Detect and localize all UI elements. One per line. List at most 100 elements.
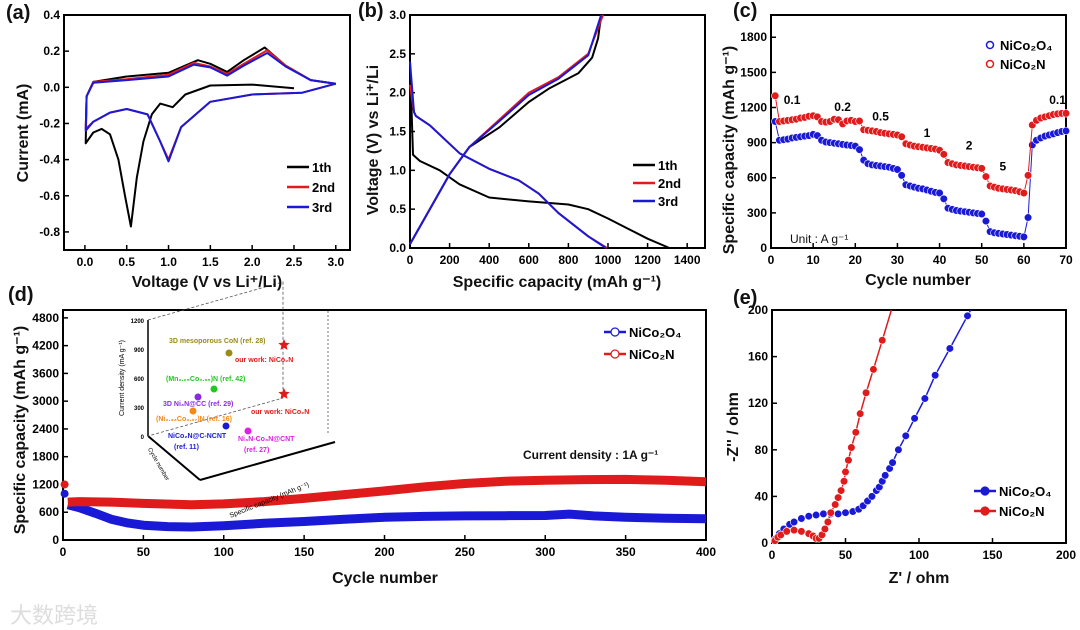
a-y-tick-label: 0.2 [43, 44, 60, 58]
c-x-tick-label: 70 [1059, 253, 1073, 267]
e-legend-NiCo₂O₄-marker [980, 486, 990, 496]
e-point-NiCo₂O₄ [945, 344, 954, 353]
e-point-NiCo₂N [831, 500, 840, 509]
e-point-NiCo₂O₄ [797, 514, 806, 523]
c-x-tick-label: 60 [1017, 253, 1031, 267]
e-line-NiCo₂O₄ [774, 309, 972, 540]
inset-z-tick-label: 900 [134, 348, 145, 354]
b-y-title: Voltage (V) vs Li⁺/Li [365, 64, 382, 216]
e-point-NiCo₂O₄ [888, 458, 897, 467]
c-point-NiCo₂N [1019, 188, 1028, 198]
b-axes: 0 200 400 600 800 1000 1200 1400 0.0 0.5 1.0 1.5 2.0… [389, 8, 706, 267]
a-legend-1th: 1th [287, 160, 332, 175]
e-x-tick-label: 150 [982, 548, 1002, 562]
watermark: 大数跨境 [10, 603, 99, 628]
c-legend-label-NiCo₂N: NiCo₂N [1000, 57, 1046, 72]
e-point-NiCo₂O₄ [931, 371, 940, 380]
c-y-title: Specific capacity (mAh g⁻¹) [721, 45, 738, 255]
inset-star-marker [278, 339, 290, 350]
e-point-NiCo₂N [856, 409, 865, 418]
d-x-tick-label: 300 [535, 545, 555, 559]
inset-z-tick-label: 600 [134, 377, 145, 383]
e-point-NiCo₂N [844, 456, 853, 465]
e-point-NiCo₂N [839, 477, 849, 486]
a-y-tick-label: -0.2 [39, 116, 60, 130]
c-x-tick-label: 30 [891, 253, 905, 267]
d-y-tick-label: 3600 [32, 366, 59, 380]
e-point-NiCo₂N [826, 508, 835, 517]
e-point-NiCo₂O₄ [834, 509, 843, 518]
e-x-tick-label: 200 [1056, 548, 1076, 562]
a-x-tick-label: 1.5 [202, 255, 219, 269]
inset-z-tick-label: 0 [141, 435, 145, 441]
panel-label-d: (d) [8, 284, 34, 306]
d-y-tick-label: 3000 [32, 394, 59, 408]
e-point-NiCo₂N [820, 524, 830, 534]
b-x-tick-label: 1000 [595, 253, 622, 267]
a-axes: 0.0 0.5 1.0 1.5 2.0 2.5 3.0 -0.8 -0.6 -0.4 -0.2 0.0… [39, 8, 351, 269]
d-y-tick-label: 2400 [32, 422, 59, 436]
c-point-NiCo₂N [771, 91, 780, 100]
c-rate-label: 0.2 [834, 100, 851, 114]
d-x-tick-label: 250 [455, 545, 475, 559]
b-y-tick-label: 2.0 [389, 86, 406, 100]
inset-back-frame [147, 281, 284, 437]
c-point-NiCo₂O₄ [893, 165, 902, 174]
e-y-tick-label: 200 [748, 303, 768, 317]
e-point-NiCo₂O₄ [819, 509, 828, 518]
e-point-NiCo₂O₄ [789, 517, 799, 527]
inset-point-label: 3D mesoporous CoN (ref. 28) [169, 338, 265, 345]
c-point-NiCo₂N [939, 150, 948, 159]
inset-point-label: NiCo₂N@C-NCNT (ref. 11) [168, 433, 228, 451]
d-y-tick-label: 4200 [32, 339, 59, 353]
c-legend-marker-NiCo₂N [985, 59, 995, 69]
b-x-tick-label: 1400 [674, 253, 701, 267]
b-legend-2nd-label: 2nd [658, 176, 681, 191]
a-series-1th [84, 46, 336, 228]
panel-label-a: (a) [6, 2, 31, 24]
inset-point-label: (Ni₀.₃₃Co₀.₆₇)N (ref. 16) [156, 416, 232, 423]
b-x-title: Specific capacity (mAh g⁻¹) [452, 274, 662, 291]
d-x-tick-label: 100 [214, 545, 234, 559]
inset-z-tick-label: 1200 [131, 319, 145, 325]
c-rate-label: 1 [924, 126, 931, 140]
c-x-title: Cycle number [865, 272, 971, 289]
a-x-tick-label: 1.0 [160, 255, 177, 269]
c-point-NiCo₂O₄ [981, 216, 991, 226]
c-point-NiCo₂O₄ [935, 188, 944, 198]
a-y-tick-label: 0.4 [43, 8, 60, 22]
inset-point-marker [222, 422, 230, 430]
b-charge-1th [409, 14, 603, 245]
a-series-3rd [84, 52, 337, 163]
e-point-NiCo₂O₄ [963, 311, 972, 320]
c-point-NiCo₂O₄ [855, 145, 864, 154]
inset-z-tick-label: 300 [134, 406, 145, 412]
b-y-tick-label: 1.5 [389, 125, 406, 139]
inset-point-label: (Mn₀.₀₅Co₀.₉₅)N (ref. 42) [166, 376, 245, 383]
e-point-NiCo₂N [836, 486, 846, 495]
e-point-NiCo₂N [847, 443, 856, 452]
a-y-title: Current (mA) [15, 83, 32, 183]
inset-point-label: 3D Ni₃N@CC (ref. 29) [163, 401, 233, 408]
d-axes: 0 50 100 150 200 250 300 350 400 0 600 1200 1800 2400… [32, 309, 716, 559]
a-legend-2nd: 2nd [287, 180, 335, 195]
a-legend-3rd: 3rd [287, 200, 332, 215]
panel-label-c: (c) [733, 0, 758, 22]
inset-point-label: Ni₃N-Co₃N@CNT (ref. 27) [238, 436, 296, 454]
a-y-tick-label: -0.4 [39, 153, 60, 167]
e-point-NiCo₂N [789, 526, 799, 535]
d-legend-NiCo₂O₄-label: NiCo₂O₄ [629, 325, 681, 340]
e-point-NiCo₂O₄ [910, 414, 919, 423]
d-current-density-annotation: Current density : 1A g⁻¹ [523, 448, 659, 462]
d-series-NiCo₂O₄ [66, 500, 707, 532]
a-y-tick-label: -0.8 [39, 225, 60, 239]
d-legend-NiCo₂O₄: NiCo₂O₄ [604, 325, 681, 340]
panel-label-b: (b) [358, 0, 384, 22]
d-first-point-NiCo₂O₄ [60, 489, 69, 498]
e-legend-NiCo₂N-label: NiCo₂N [999, 504, 1045, 519]
e-point-NiCo₂O₄ [867, 492, 877, 501]
b-y-tick-label: 0.0 [389, 241, 406, 255]
b-legend-3rd: 3rd [633, 194, 678, 209]
b-discharge-2nd [409, 84, 608, 249]
